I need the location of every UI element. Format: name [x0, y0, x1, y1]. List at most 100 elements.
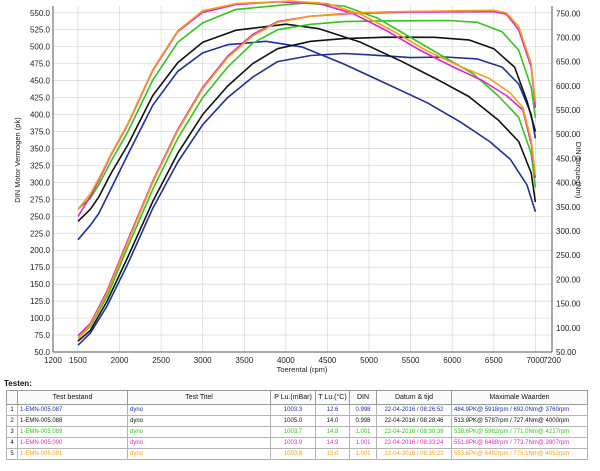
- left-tick-label: 250.0: [30, 212, 51, 221]
- row-date-time: 22-04-2016 / 08:35:23: [376, 448, 452, 460]
- x-tick-label: 6500: [485, 356, 503, 365]
- power-curve-4: [77, 10, 537, 337]
- left-tick-label: 425.0: [30, 94, 51, 103]
- row-index: 2: [6, 415, 18, 427]
- right-tick-label: 400.00: [556, 179, 581, 188]
- x-axis-label: Toerental (rpm): [277, 365, 328, 374]
- row-air-pressure: 1003.3: [270, 404, 316, 416]
- x-tick-label: 4000: [277, 356, 295, 365]
- left-tick-label: 350.0: [30, 144, 51, 153]
- row-air-pressure: 1003.7: [270, 426, 316, 438]
- dyno-chart: 50.0 75.0 100.0 125.0 150.0 175.0 200.0 225.0 25…: [13, 0, 583, 374]
- x-tick-label: 7200: [543, 356, 561, 365]
- row-air-pressure: 1005.0: [270, 415, 316, 427]
- x-tick-label: 2000: [111, 356, 129, 365]
- power-curve-2: [77, 36, 537, 342]
- x-tick-label: 3000: [194, 356, 212, 365]
- table-header-row: Test bestand Test Titel P Lu.(mBar) T Lu…: [6, 390, 588, 405]
- table-row[interactable]: 3 1-EMN-005.089 dyno 1003.7 14.8 1.001 22-04-2…: [6, 426, 588, 438]
- right-axis-label: DIN Torque (Nm): [574, 142, 583, 199]
- row-din: 1.001: [349, 448, 377, 460]
- right-tick-label: 500.00: [556, 130, 581, 139]
- row-din: 1.001: [349, 426, 377, 438]
- x-tick-label: 7000: [526, 356, 544, 365]
- test-results-table: Test bestand Test Titel P Lu.(mBar) T Lu…: [6, 390, 588, 460]
- x-tick-label: 1200: [44, 356, 62, 365]
- right-tick-label: 450.00: [556, 154, 581, 163]
- power-curve-3: [77, 19, 537, 339]
- column-header-index: [6, 390, 18, 405]
- row-test-title: dyno: [127, 448, 271, 460]
- x-tick-label: 6000: [443, 356, 461, 365]
- tests-section-label: Testen:: [4, 379, 32, 388]
- row-test-title: dyno: [127, 437, 271, 449]
- x-tick-label: 3500: [235, 356, 253, 365]
- x-tick-label: 2500: [152, 356, 170, 365]
- x-tick-label: 5500: [402, 356, 420, 365]
- left-axis-label: DIN Motor Vermogen (pk): [13, 117, 22, 203]
- row-date-time: 22-04-2016 / 08:28:46: [376, 415, 452, 427]
- row-din: 0.998: [349, 404, 377, 416]
- left-tick-label: 450.0: [30, 77, 51, 86]
- row-test-file: 1-EMN-005.089: [17, 426, 128, 438]
- row-date-time: 22-04-2016 / 08:26:52: [376, 404, 452, 416]
- row-test-file: 1-EMN-005.088: [17, 415, 128, 427]
- row-air-temp: 12.6: [315, 404, 350, 416]
- torque-curve-2: [77, 23, 537, 222]
- row-max-values: 513.9PK@ 5787rpm / 727.4Nm@ 4000rpm: [451, 415, 588, 427]
- row-index: 3: [6, 426, 18, 438]
- row-test-file: 1-EMN-005.090: [17, 437, 128, 449]
- table-row[interactable]: 5 1-EMN-005.091 dyno 1003.8 15.0 1.001 22-04-2…: [6, 448, 588, 460]
- right-tick-label: 700.00: [556, 33, 581, 42]
- row-air-pressure: 1003.8: [270, 448, 316, 460]
- row-din: 1.001: [349, 437, 377, 449]
- row-date-time: 22-04-2016 / 08:33:24: [376, 437, 452, 449]
- row-air-temp: 14.9: [315, 437, 350, 449]
- row-test-title: dyno: [127, 426, 271, 438]
- x-tick-label: 5000: [360, 356, 378, 365]
- right-tick-label: 300.00: [556, 227, 581, 236]
- row-index: 1: [6, 404, 18, 416]
- row-air-temp: 14.0: [315, 415, 350, 427]
- column-header-test-title: Test Titel: [127, 390, 271, 405]
- column-header-max-values: Maximale Waarden: [451, 390, 588, 405]
- left-tick-label: 150.0: [30, 280, 51, 289]
- left-tick-label: 100.0: [30, 314, 51, 323]
- power-curve-1: [77, 52, 537, 346]
- right-tick-label: 200.00: [556, 275, 581, 284]
- left-axis-ticks: 50.0 75.0 100.0 125.0 150.0 175.0 200.0 225.0 25…: [30, 9, 51, 357]
- row-test-title: dyno: [127, 415, 271, 427]
- left-tick-label: 375.0: [30, 128, 51, 137]
- row-max-values: 551.8PK@ 6488rpm / 773.7Nm@ 3907rpm: [451, 437, 588, 449]
- left-tick-label: 50.0: [34, 348, 50, 357]
- left-tick-label: 125.0: [30, 297, 51, 306]
- row-test-file: 1-EMN-005.091: [17, 448, 128, 460]
- power-curve-5: [77, 9, 537, 339]
- table-row[interactable]: 1 1-EMN-005.087 dyno 1003.3 12.6 0.998 22-04-2…: [6, 404, 588, 416]
- x-tick-label: 4500: [319, 356, 337, 365]
- left-tick-label: 275.0: [30, 195, 51, 204]
- torque-curve-1: [77, 40, 537, 241]
- right-tick-label: 750.00: [556, 9, 581, 18]
- chart-grid: [52, 6, 553, 353]
- right-tick-label: 350.00: [556, 203, 581, 212]
- right-axis-ticks: 50.00 100.00 150.00 200.00 250.00 300.00 350.0…: [556, 9, 581, 357]
- chart-series: [77, 0, 537, 346]
- row-air-temp: 15.0: [315, 448, 350, 460]
- table-row[interactable]: 4 1-EMN-005.090 dyno 1003.9 14.9 1.001 22-04-2…: [6, 437, 588, 449]
- left-tick-label: 550.0: [30, 9, 51, 18]
- table-row[interactable]: 2 1-EMN-005.088 dyno 1005.0 14.0 0.998 22-04-2…: [6, 415, 588, 427]
- right-tick-label: 600.00: [556, 82, 581, 91]
- row-index: 5: [6, 448, 18, 460]
- row-air-pressure: 1003.9: [270, 437, 316, 449]
- column-header-din: DIN: [349, 390, 377, 405]
- left-tick-label: 525.0: [30, 26, 51, 35]
- right-tick-label: 100.00: [556, 324, 581, 333]
- left-tick-label: 475.0: [30, 60, 51, 69]
- left-tick-label: 75.0: [34, 331, 50, 340]
- row-test-title: dyno: [127, 404, 271, 416]
- left-tick-label: 300.0: [30, 178, 51, 187]
- column-header-test-file: Test bestand: [17, 390, 128, 405]
- left-tick-label: 400.0: [30, 111, 51, 120]
- left-tick-label: 325.0: [30, 161, 51, 170]
